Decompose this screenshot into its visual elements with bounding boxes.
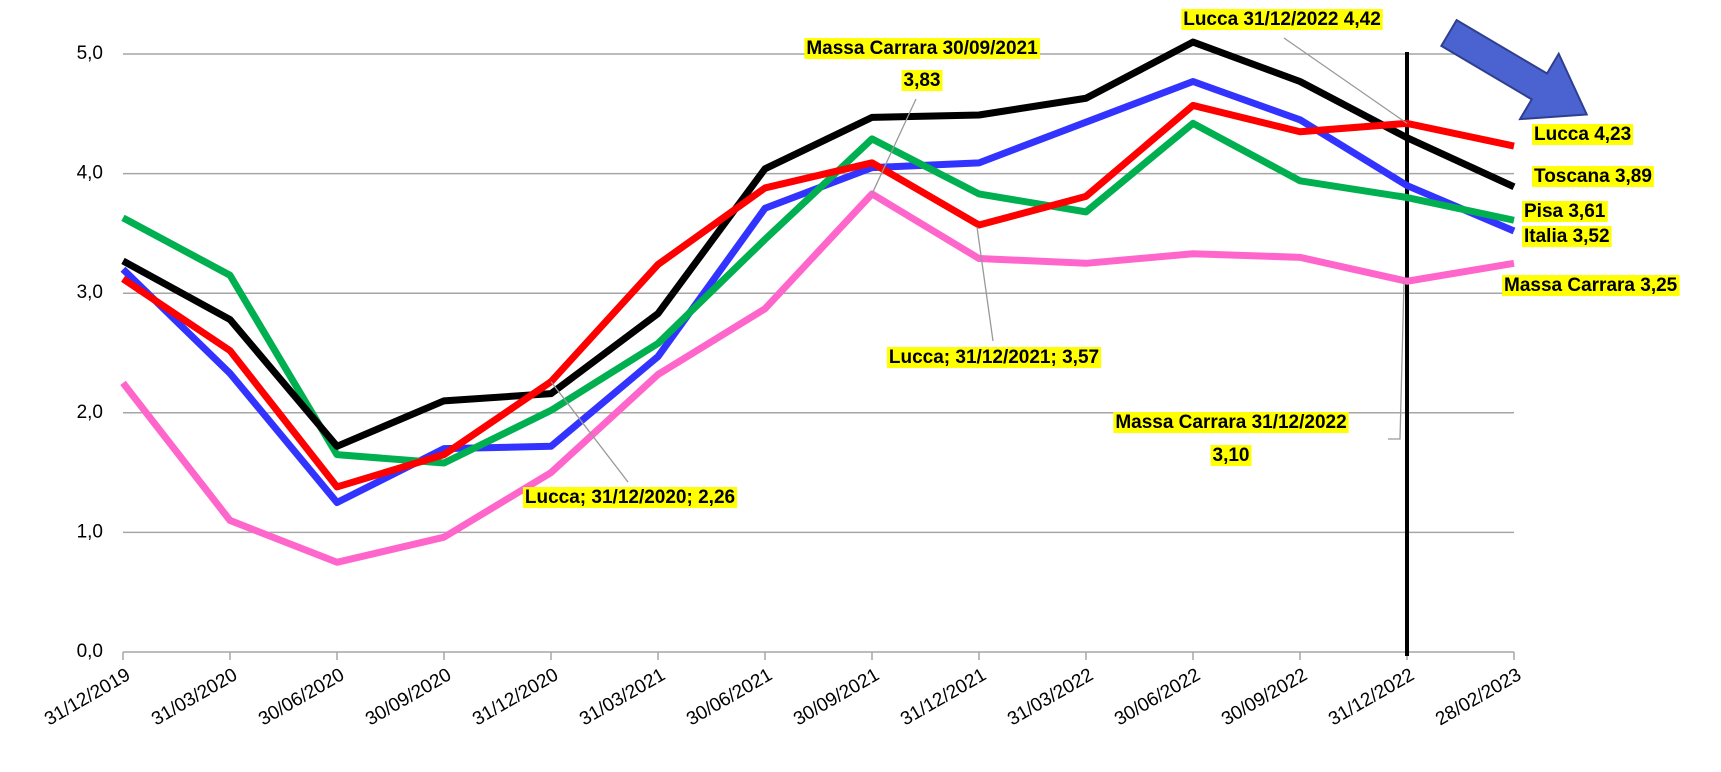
series-line: [121, 101, 1515, 491]
arrow-shape: [1439, 18, 1589, 121]
data-label: Toscana 3,89: [1532, 166, 1654, 188]
trend-arrow: [1439, 18, 1589, 121]
x-tick-label: 30/09/2020: [362, 664, 455, 730]
x-tick-label: 31/12/2019: [41, 664, 134, 730]
series-line: [121, 38, 1516, 450]
data-label: Lucca; 31/12/2020; 2,26: [522, 487, 738, 509]
data-label: Massa Carrara 3,25: [1502, 275, 1680, 297]
leader-line: [550, 381, 629, 483]
label-text: Italia 3,52: [1524, 226, 1610, 247]
label-text: Massa Carrara 30/09/2021: [806, 38, 1038, 59]
label-background: [804, 38, 1041, 60]
leader-line: [976, 226, 994, 342]
x-tick-label: 30/09/2022: [1218, 664, 1311, 730]
leader-line: [1388, 281, 1405, 440]
label-background: [901, 70, 943, 92]
label-background: [1522, 226, 1612, 248]
data-label: Italia 3,52: [1522, 226, 1612, 248]
y-tick-label: 2,0: [77, 402, 103, 423]
y-tick-label: 3,0: [77, 282, 103, 303]
label-background: [522, 487, 738, 509]
leader-line: [871, 98, 917, 195]
x-tick-label: 31/12/2021: [897, 664, 990, 730]
data-label: 3,83: [901, 70, 943, 92]
label-background: [1181, 9, 1383, 31]
label-text: Pisa 3,61: [1524, 201, 1606, 222]
label-text: Lucca 4,23: [1534, 124, 1631, 145]
y-tick-label: 0,0: [77, 641, 103, 662]
label-background: [1532, 124, 1634, 146]
x-tick-label: 31/03/2020: [148, 664, 241, 730]
data-label: Pisa 3,61: [1522, 201, 1608, 223]
label-text: Lucca; 31/12/2020; 2,26: [525, 487, 735, 508]
x-tick-label: 30/06/2021: [683, 664, 776, 730]
label-background: [1502, 275, 1680, 297]
series-line: [121, 119, 1515, 467]
y-tick-label: 5,0: [77, 43, 103, 64]
label-text: Toscana 3,89: [1534, 166, 1652, 187]
x-tick-label: 28/02/2023: [1432, 664, 1525, 730]
leader-line: [1283, 37, 1408, 124]
label-text: Massa Carrara 3,25: [1504, 275, 1678, 296]
data-label: Massa Carrara 30/09/2021: [804, 38, 1041, 60]
x-tick-label: 31/12/2020: [469, 664, 562, 730]
label-background: [1113, 412, 1349, 434]
label-background: [1522, 201, 1608, 223]
series-line: [120, 190, 1515, 566]
data-label: 3,10: [1210, 445, 1252, 467]
y-tick-label: 4,0: [77, 163, 103, 184]
x-tick-label: 30/06/2022: [1111, 664, 1204, 730]
data-label: Lucca 31/12/2022 4,42: [1181, 9, 1383, 31]
label-background: [886, 347, 1102, 369]
x-tick-label: 30/06/2020: [255, 664, 348, 730]
x-tick-label: 31/03/2021: [576, 664, 669, 730]
y-tick-label: 1,0: [77, 521, 103, 542]
label-background: [1210, 445, 1252, 467]
label-text: Massa Carrara 31/12/2022: [1115, 412, 1346, 433]
label-background: [1532, 166, 1654, 188]
label-text: Lucca; 31/12/2021; 3,57: [889, 347, 1099, 368]
data-label: Lucca 4,23: [1532, 124, 1634, 146]
label-text: 3,10: [1213, 445, 1250, 466]
x-tick-label: 30/09/2021: [790, 664, 883, 730]
label-text: 3,83: [904, 70, 941, 91]
label-text: Lucca 31/12/2022 4,42: [1183, 9, 1381, 30]
x-tick-label: 31/12/2022: [1325, 664, 1418, 730]
x-tick-label: 31/03/2022: [1004, 664, 1097, 730]
data-label: Massa Carrara 31/12/2022: [1113, 412, 1349, 434]
data-label: Lucca; 31/12/2021; 3,57: [886, 347, 1102, 369]
